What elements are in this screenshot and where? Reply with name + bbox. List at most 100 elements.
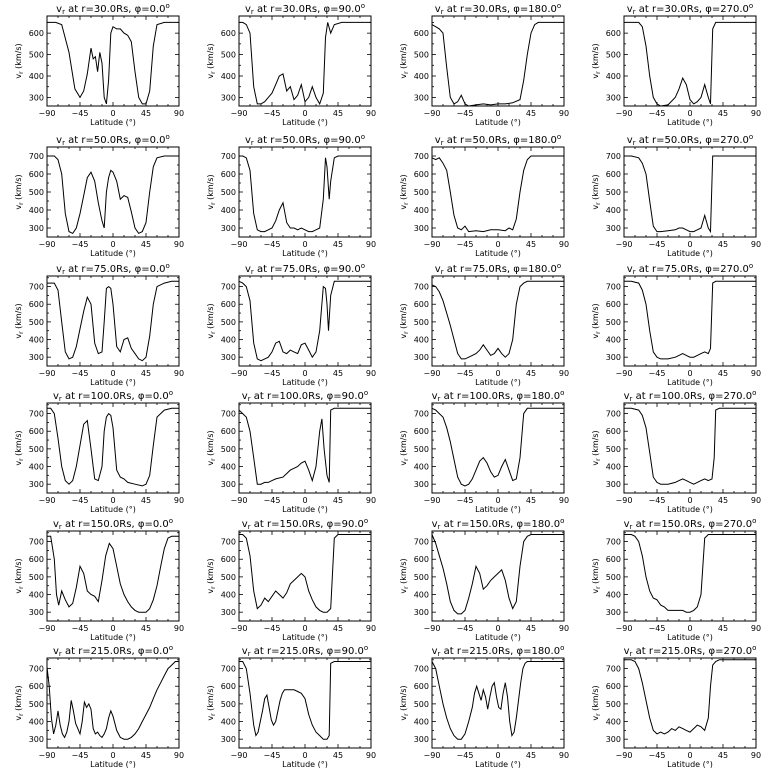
x-tick-label: −45 [72,369,89,378]
x-tick-label: 45 [333,240,343,249]
velocity-curve [431,280,564,360]
y-tick-label: 400 [606,591,621,600]
y-tick-label: 300 [29,480,44,489]
x-tick-label: 45 [333,369,343,378]
y-tick-label: 700 [221,665,236,674]
y-tick-label: 700 [606,283,621,292]
y-tick-label: 400 [414,718,429,727]
x-tick-label: 90 [751,496,761,505]
x-tick-label: −45 [264,240,281,249]
x-tick-label: 45 [526,109,536,118]
x-tick-label: −90 [424,369,441,378]
y-axis-label: vr (km/s) [14,303,25,338]
x-axis-label: Latitude (°) [667,378,713,387]
y-tick-label: 300 [221,93,236,102]
x-tick-label: −45 [649,751,666,760]
y-axis-label: vr (km/s) [206,558,217,593]
x-axis-label: Latitude (°) [475,505,521,514]
x-tick-label: 90 [174,624,184,633]
x-tick-label: −90 [616,624,633,633]
x-tick-label: 90 [559,496,569,505]
y-tick-label: 300 [606,93,621,102]
y-axis-label: vr (km/s) [14,174,25,209]
y-tick-label: 600 [221,427,236,436]
y-tick-label: 500 [29,445,44,454]
x-tick-label: 0 [302,624,307,633]
y-axis-label: vr (km/s) [399,174,410,209]
y-tick-label: 300 [606,224,621,233]
panel-title: vr at r=100.0Rs, φ=270.0o [624,389,757,403]
panel-title: vr at r=50.0Rs, φ=90.0o [245,133,365,147]
panel-title: vr at r=150.0Rs, φ=270.0o [624,517,757,531]
y-axis-label: vr (km/s) [399,430,410,465]
x-tick-label: 90 [366,240,376,249]
y-axis-label: vr (km/s) [206,43,217,78]
y-tick-label: 300 [221,353,236,362]
x-tick-label: 0 [495,624,500,633]
plot-frame [238,275,372,367]
y-tick-label: 500 [221,573,236,582]
y-tick-label: 600 [606,170,621,179]
panel-title: vr at r=100.0Rs, φ=90.0o [242,389,368,403]
x-tick-label: 45 [526,369,536,378]
panel-title: vr at r=75.0Rs, φ=0.0o [56,262,170,276]
y-tick-label: 700 [414,665,429,674]
x-tick-label: 0 [495,369,500,378]
x-tick-label: 0 [687,624,692,633]
x-tick-label: −45 [264,109,281,118]
y-tick-label: 700 [29,538,44,547]
y-tick-label: 300 [221,608,236,617]
x-tick-label: 90 [751,751,761,760]
x-tick-label: 45 [718,624,728,633]
x-tick-label: −45 [264,751,281,760]
velocity-curve [431,534,564,615]
y-tick-label: 600 [29,170,44,179]
chart-panel: vr at r=215.0Rs, φ=90.0o −90 −45 0 45 90 300 40… [206,644,376,768]
y-axis-label: vr (km/s) [399,558,410,593]
y-tick-label: 700 [221,283,236,292]
chart-panel: vr at r=50.0Rs, φ=270.0o −90 −45 0 45 90 300 40… [591,133,761,258]
x-axis-label: Latitude (°) [90,760,136,768]
y-tick-label: 500 [414,188,429,197]
x-tick-label: 0 [687,240,692,249]
panel-title: vr at r=100.0Rs, φ=180.0o [432,389,565,403]
y-tick-label: 300 [414,93,429,102]
x-tick-label: 45 [526,751,536,760]
x-tick-label: −90 [616,751,633,760]
x-tick-label: 0 [302,109,307,118]
y-tick-label: 500 [414,51,429,60]
x-tick-label: 45 [333,109,343,118]
velocity-curve [47,280,179,362]
x-axis-label: Latitude (°) [90,633,136,642]
x-axis-label: Latitude (°) [667,118,713,127]
y-tick-label: 600 [414,300,429,309]
chart-panel: vr at r=75.0Rs, φ=180.0o −90 −45 0 45 90 300 40… [399,262,569,387]
x-tick-label: −90 [616,369,633,378]
y-tick-label: 400 [221,718,236,727]
chart-panel: vr at r=215.0Rs, φ=180.0o −90 −45 0 45 90 300 4… [399,644,569,768]
panel-title: vr at r=150.0Rs, φ=0.0o [53,517,173,531]
y-tick-label: 500 [221,51,236,60]
y-tick-label: 300 [221,735,236,744]
x-tick-label: 90 [366,496,376,505]
x-tick-label: −45 [457,496,474,505]
chart-panel: vr at r=150.0Rs, φ=90.0o −90 −45 0 45 90 300 40… [206,517,376,642]
chart-panel: vr at r=30.0Rs, φ=270.0o −90 −45 0 45 90 300 40… [591,2,761,127]
y-tick-label: 300 [221,224,236,233]
x-tick-label: −45 [264,624,281,633]
velocity-curve [239,21,371,106]
panel-title: vr at r=50.0Rs, φ=180.0o [435,133,561,147]
x-tick-label: −45 [649,369,666,378]
y-tick-label: 400 [414,591,429,600]
x-tick-label: 45 [141,496,151,505]
y-tick-label: 400 [221,72,236,81]
y-axis-label: vr (km/s) [14,685,25,720]
velocity-curve [624,407,756,485]
y-tick-label: 400 [221,591,236,600]
velocity-curve [624,21,756,107]
panel-title: vr at r=75.0Rs, φ=180.0o [435,262,561,276]
velocity-curve [624,534,756,613]
x-axis-label: Latitude (°) [475,118,521,127]
y-tick-label: 500 [606,700,621,709]
y-tick-label: 600 [29,29,44,38]
